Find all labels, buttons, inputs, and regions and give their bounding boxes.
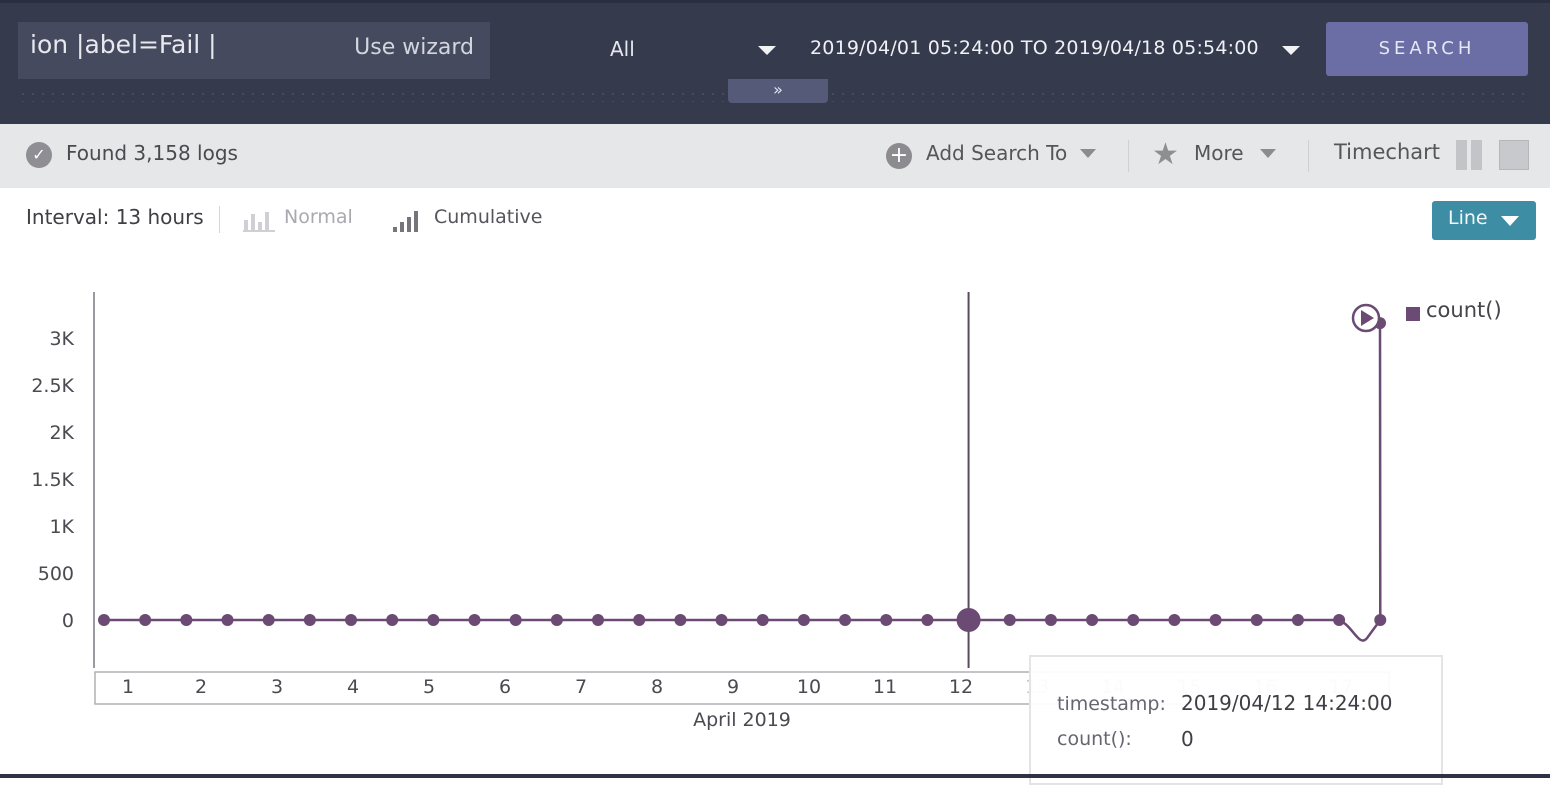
controls-divider [219,206,220,233]
double-chevron-down-icon: » [773,80,783,99]
normal-mode-toggle[interactable]: Normal [284,206,353,228]
found-count: Found 3,158 logs [66,141,238,165]
data-point [1168,614,1181,626]
query-input[interactable]: ion |abel=Fail | Use wizard [18,22,490,79]
data-point [98,614,110,626]
use-wizard-link[interactable]: Use wizard [354,35,474,60]
chart-tooltip: timestamp: 2019/04/12 14:24:00 count(): … [1029,655,1443,785]
x-tick-label: 9 [727,676,739,698]
y-tick-label: 500 [38,563,74,585]
search-header: ion |abel=Fail | Use wizard All 2019/04/… [0,0,1550,124]
expand-header-button[interactable]: » [728,79,828,103]
normal-bars-icon[interactable] [242,208,276,232]
legend-swatch [1406,307,1420,321]
more-menu[interactable]: More [1194,141,1244,165]
data-point [427,614,440,626]
tooltip-count-key: count(): [1057,728,1132,750]
chart-type-label: Line [1448,207,1488,229]
x-tick-label: 3 [271,676,283,698]
tooltip-count-value: 0 [1181,727,1194,751]
x-tick-label: 5 [423,676,435,698]
star-icon[interactable]: ★ [1152,137,1179,172]
y-tick-label: 1K [49,516,74,538]
data-point [468,614,481,626]
split-view-icon[interactable] [1456,140,1484,170]
x-tick-label: 6 [499,676,511,698]
x-axis-label: April 2019 [693,709,791,731]
data-point [1127,614,1140,626]
data-point [592,614,605,626]
y-tick-label: 3K [49,328,74,350]
data-point [1003,614,1016,626]
results-toolbar: ✓ Found 3,158 logs + Add Search To ★ Mor… [0,124,1550,188]
play-icon [1361,310,1374,326]
x-tick-label: 7 [575,676,587,698]
data-point [550,614,563,626]
tooltip-timestamp-value: 2019/04/12 14:24:00 [1181,691,1393,715]
x-tick-label: 1 [122,676,134,698]
cumulative-mode-toggle[interactable]: Cumulative [434,206,543,228]
data-point [1044,614,1057,626]
data-point [345,614,358,626]
time-range-select[interactable]: 2019/04/01 05:24:00 TO 2019/04/18 05:54:… [810,37,1259,59]
add-search-caret-icon[interactable] [1080,149,1096,158]
data-point [633,614,646,626]
x-tick-label: 10 [797,676,821,698]
x-tick-label: 4 [347,676,359,698]
data-point [139,614,152,626]
data-point [756,614,769,626]
add-search-to-menu[interactable]: Add Search To [926,141,1068,165]
toolbar-divider [1308,140,1309,172]
data-point [956,608,981,632]
data-point [715,614,728,626]
chart-type-dropdown[interactable]: Line [1432,201,1536,240]
data-point [1209,614,1222,626]
data-point [303,614,316,626]
x-tick-label: 11 [873,676,897,698]
data-point [1291,614,1304,626]
scope-caret-icon[interactable] [758,46,776,55]
time-range-caret-icon[interactable] [1282,46,1300,55]
single-view-icon[interactable] [1499,140,1529,170]
data-point [797,614,810,626]
chart-type-caret-icon [1501,216,1519,226]
cumulative-bars-icon[interactable] [392,208,424,232]
data-point [1086,614,1099,626]
scope-select[interactable]: All [610,37,635,61]
data-point [839,614,852,626]
data-point [921,614,934,626]
data-point [262,614,275,626]
series-line-count [104,323,1382,642]
y-tick-label: 2K [49,422,74,444]
x-tick-label: 2 [195,676,207,698]
tooltip-timestamp-key: timestamp: [1057,693,1166,715]
toolbar-divider [1128,140,1129,172]
data-point [674,614,687,626]
data-point [180,614,193,626]
query-text[interactable]: ion |abel=Fail | [30,30,217,59]
y-tick-label: 0 [62,610,74,632]
x-tick-label: 12 [949,676,973,698]
check-circle-icon: ✓ [26,142,52,168]
data-point [509,614,522,626]
data-point [880,614,893,626]
plus-circle-icon[interactable]: + [886,143,912,169]
window-bottom-border [0,774,1550,778]
legend-label[interactable]: count() [1426,298,1502,322]
y-tick-label: 1.5K [31,469,74,491]
search-button[interactable]: SEARCH [1326,22,1528,76]
data-point [1250,614,1263,626]
header-top-border [0,0,1550,3]
data-point [1333,614,1346,626]
x-tick-label: 8 [651,676,663,698]
interval-label: Interval: 13 hours [26,205,204,229]
y-tick-label: 2.5K [31,375,74,397]
data-point [1374,614,1387,626]
timechart-label: Timechart [1334,140,1440,164]
data-point [221,614,234,626]
more-caret-icon[interactable] [1260,149,1276,158]
data-point [386,614,399,626]
